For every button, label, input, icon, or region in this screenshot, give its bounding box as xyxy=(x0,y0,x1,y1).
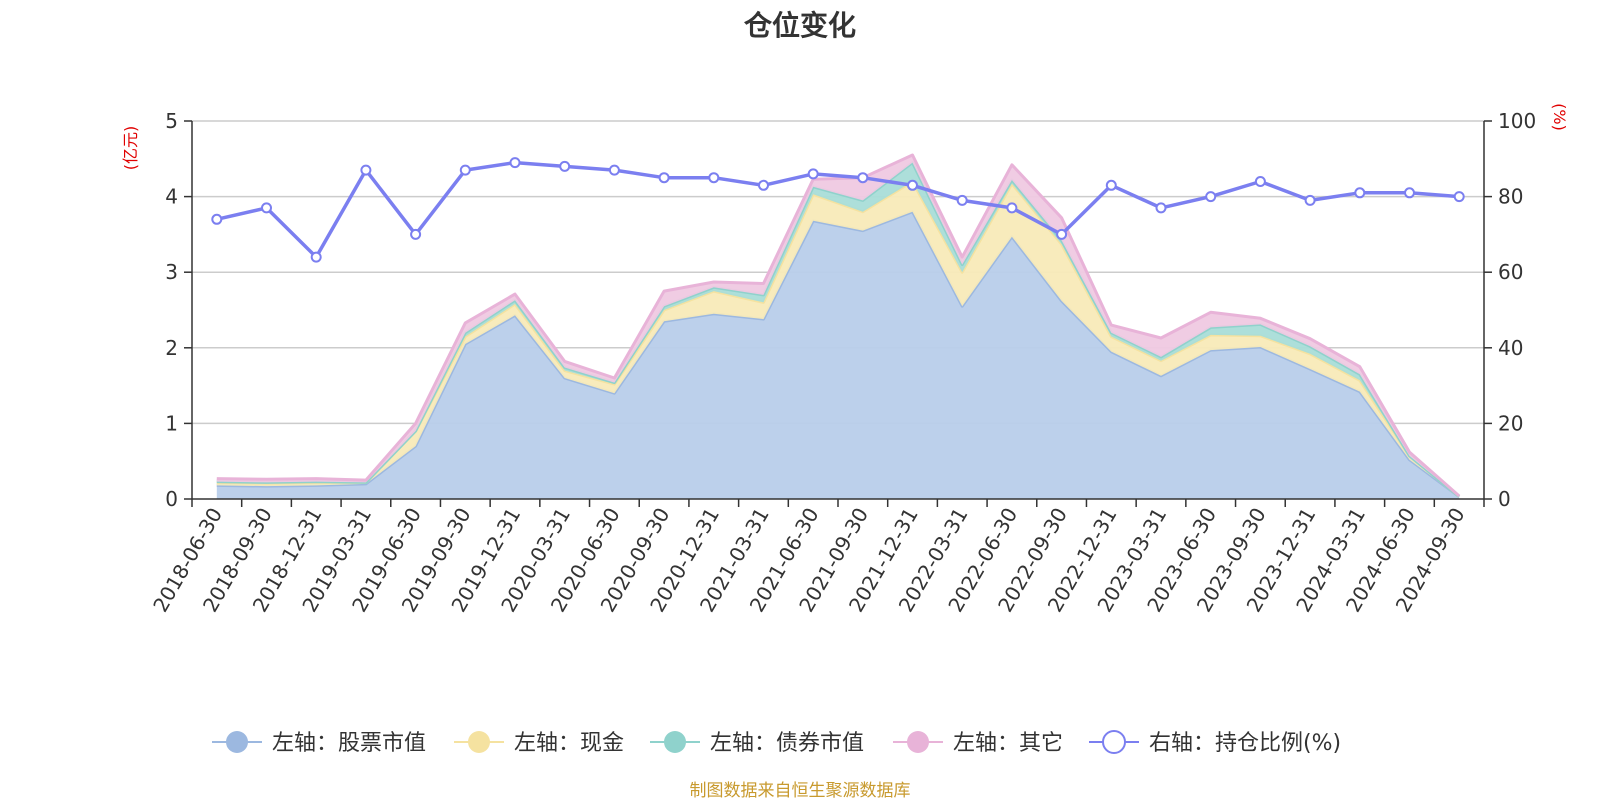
chart-title: 仓位变化 xyxy=(743,9,856,42)
right-axis-tick-label: 80 xyxy=(1498,185,1523,209)
right-axis-unit: (%) xyxy=(1550,103,1569,131)
ratio-point xyxy=(1354,187,1366,199)
legend-marker xyxy=(226,731,248,753)
legend-label: 左轴：其它 xyxy=(953,731,1063,756)
legend-label: 左轴：现金 xyxy=(514,731,624,756)
left-axis-tick-label: 4 xyxy=(165,185,178,209)
right-axis-tick-label: 0 xyxy=(1498,487,1511,511)
ratio-point xyxy=(1304,194,1316,206)
legend-marker xyxy=(664,731,686,753)
legend-item: 左轴：现金 xyxy=(454,731,624,756)
left-axis-tick-label: 5 xyxy=(165,109,178,133)
right-axis-tick-label: 60 xyxy=(1498,260,1523,284)
ratio-point xyxy=(459,164,471,176)
left-axis-tick-label: 2 xyxy=(165,336,178,360)
line-series xyxy=(211,157,1465,263)
ratio-point xyxy=(1155,202,1167,214)
legend-label: 左轴：债券市值 xyxy=(710,731,864,756)
ratio-point xyxy=(559,160,571,172)
right-axis-tick-label: 20 xyxy=(1498,411,1523,435)
right-axis-tick-label: 40 xyxy=(1498,336,1523,360)
ratio-point xyxy=(261,202,272,214)
ratio-point xyxy=(907,179,918,191)
left-axis-tick-label: 1 xyxy=(165,411,178,435)
ratio-point xyxy=(1105,179,1117,191)
ratio-point xyxy=(1006,202,1018,214)
legend-item: 左轴：其它 xyxy=(893,731,1063,756)
right-axis-tick-label: 100 xyxy=(1498,109,1536,133)
ratio-point xyxy=(1453,191,1465,203)
ratio-point xyxy=(1404,187,1415,199)
left-axis-unit: (亿元) xyxy=(121,126,140,171)
area-edge xyxy=(216,153,1461,498)
legend-marker xyxy=(907,731,929,753)
legend-item: 左轴：债券市值 xyxy=(650,731,864,756)
source-note: 制图数据来自恒生聚源数据库 xyxy=(689,781,911,801)
ratio-point xyxy=(1056,228,1068,240)
legend-item: 右轴：持仓比例(%) xyxy=(1089,730,1341,756)
axes xyxy=(184,120,1492,507)
ratio-point xyxy=(658,172,670,184)
ratio-point xyxy=(608,164,620,176)
ratio-point xyxy=(310,251,322,263)
ratio-point xyxy=(956,194,968,206)
ratio-line xyxy=(216,160,1460,259)
ratio-point xyxy=(857,172,869,184)
ratio-point xyxy=(1254,176,1266,187)
ratio-point xyxy=(807,168,819,180)
left-axis-tick-label: 0 xyxy=(165,487,178,511)
ratio-point xyxy=(509,157,521,169)
area-fill xyxy=(216,162,1460,497)
legend-marker xyxy=(468,731,490,753)
ratio-point xyxy=(211,213,223,225)
legend-item: 左轴：股票市值 xyxy=(212,731,426,756)
area-series xyxy=(216,153,1461,499)
ratio-point xyxy=(708,172,720,184)
legend: 左轴：股票市值 左轴：现金 左轴：债券市值 左轴：其它 右轴：持仓比例(%) xyxy=(212,730,1341,756)
area-fill xyxy=(216,211,1460,499)
ratio-point xyxy=(410,228,422,240)
ratio-point xyxy=(1205,191,1217,203)
legend-label: 右轴：持仓比例(%) xyxy=(1149,731,1341,756)
legend-marker xyxy=(1102,730,1126,754)
left-axis-tick-label: 3 xyxy=(165,260,178,284)
ratio-point xyxy=(360,164,372,176)
ratio-point xyxy=(758,179,769,191)
legend-label: 左轴：股票市值 xyxy=(272,731,426,756)
